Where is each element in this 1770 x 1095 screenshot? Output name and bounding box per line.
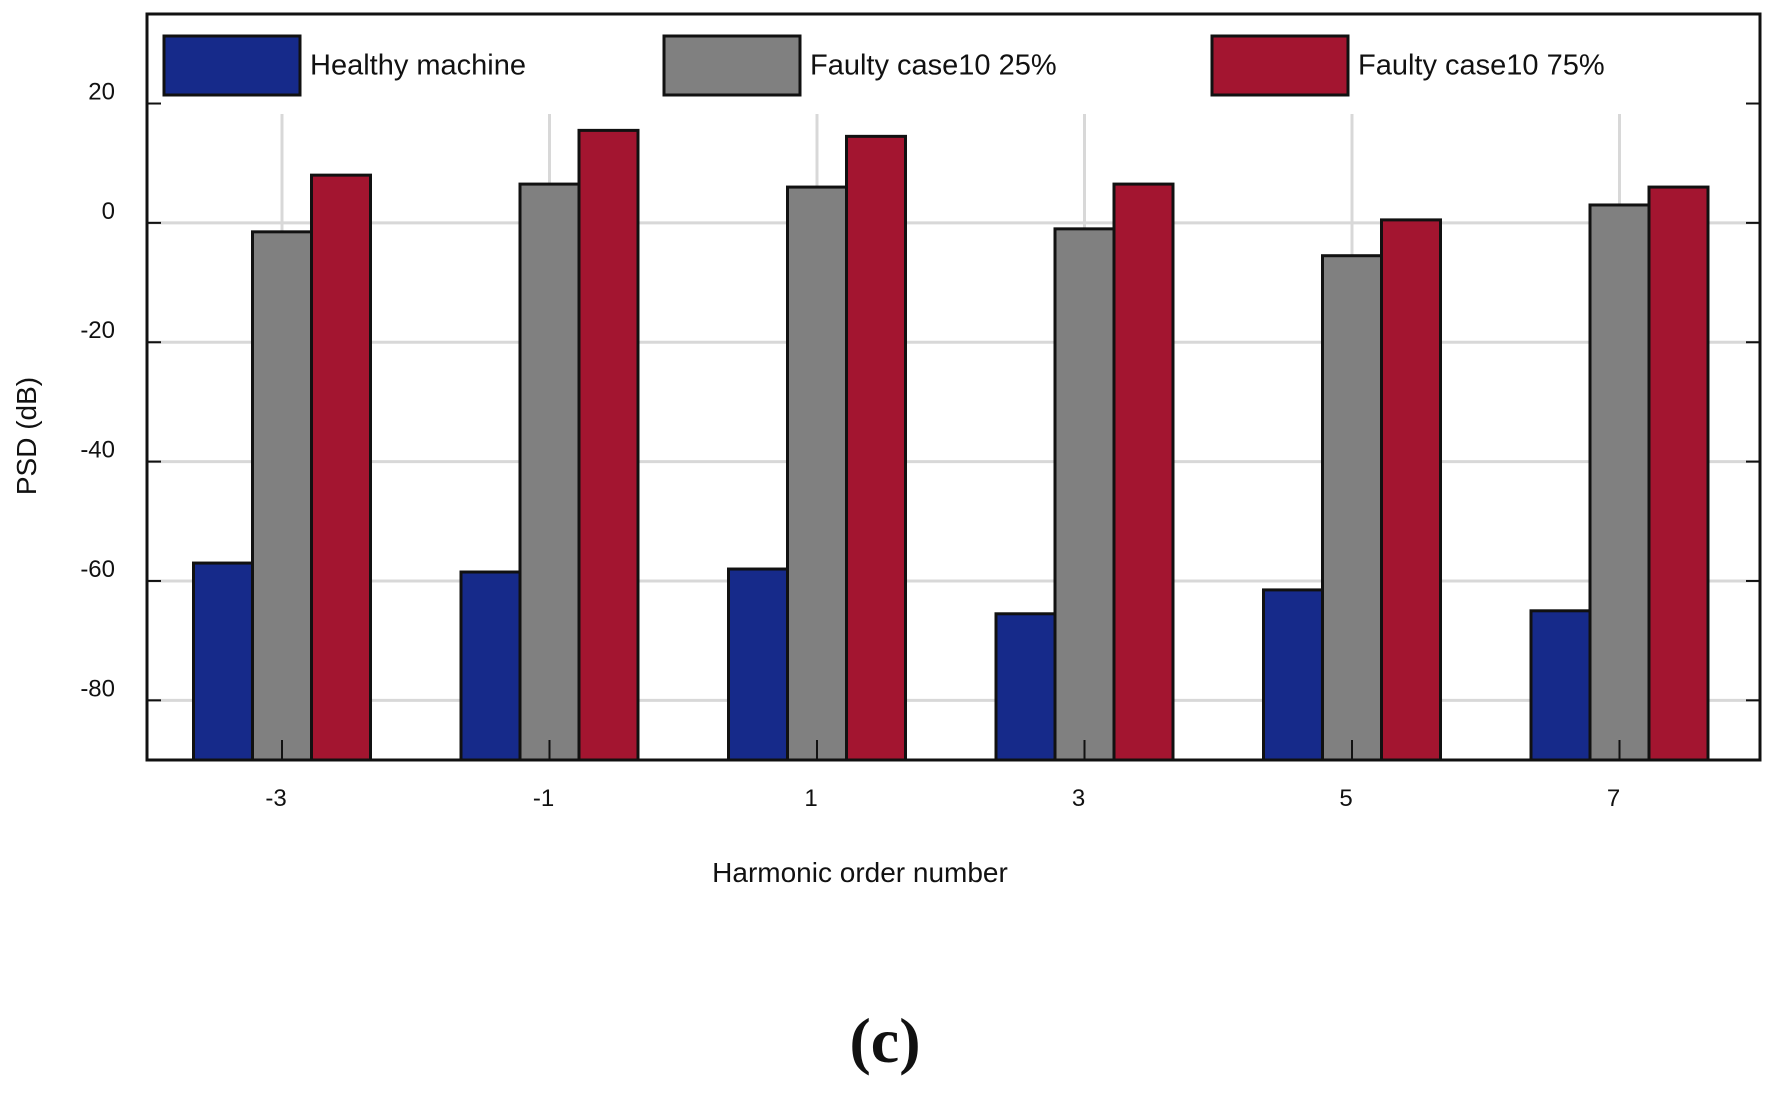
legend: Healthy machine Faulty case10 25% Faulty c… bbox=[162, 34, 1605, 97]
x-tick-label: 5 bbox=[1339, 785, 1352, 812]
bar-1-series-1 bbox=[727, 567, 789, 762]
bar-5-series-1 bbox=[1262, 588, 1324, 762]
x-tick-label: -3 bbox=[265, 785, 286, 812]
y-tick-label: 0 bbox=[102, 198, 115, 225]
bar--1-series-3 bbox=[577, 128, 640, 762]
bar-5-series-3 bbox=[1380, 218, 1442, 762]
legend-swatch-2 bbox=[662, 34, 802, 97]
bar--1-series-2 bbox=[518, 182, 581, 762]
legend-swatch-1 bbox=[162, 34, 302, 97]
bar--3-series-2 bbox=[251, 230, 313, 762]
y-tick-label: -60 bbox=[80, 556, 115, 583]
bar--1-series-1 bbox=[459, 570, 522, 762]
legend-label-2: Faulty case10 25% bbox=[810, 50, 1057, 82]
bar-1-series-3 bbox=[845, 134, 907, 762]
legend-swatch-3 bbox=[1210, 34, 1350, 97]
legend-label-1: Healthy machine bbox=[310, 50, 526, 82]
x-tick-label: 7 bbox=[1607, 785, 1620, 812]
bar-1-series-2 bbox=[786, 185, 848, 762]
x-tick-label: -1 bbox=[533, 785, 554, 812]
bar--3-series-1 bbox=[192, 561, 254, 762]
bar-5-series-2 bbox=[1321, 254, 1383, 762]
bar--3-series-3 bbox=[310, 173, 372, 762]
plot-frame bbox=[145, 12, 1762, 762]
legend-label-3: Faulty case10 75% bbox=[1358, 50, 1605, 82]
bar-3-series-3 bbox=[1112, 182, 1175, 762]
panel-label: (c) bbox=[849, 1005, 920, 1076]
bar-7-series-1 bbox=[1529, 609, 1592, 762]
bar-7-series-3 bbox=[1647, 185, 1710, 762]
y-tick-label: 20 bbox=[88, 79, 115, 106]
x-axis-label: Harmonic order number bbox=[712, 857, 1008, 888]
x-tick-label: 1 bbox=[804, 785, 817, 812]
bar-3-series-2 bbox=[1053, 227, 1116, 762]
y-tick-label: -40 bbox=[80, 437, 115, 464]
y-axis-label: PSD (dB) bbox=[11, 377, 42, 495]
y-tick-label: -80 bbox=[80, 675, 115, 702]
bar-3-series-1 bbox=[994, 612, 1057, 762]
axis-ticks: 20 0 -20 -40 -60 -80 -3 -1 1 3 5 7 bbox=[80, 79, 1760, 812]
bar-7-series-2 bbox=[1588, 203, 1651, 762]
bars bbox=[192, 128, 1710, 762]
x-tick-label: 3 bbox=[1072, 785, 1085, 812]
y-tick-label: -20 bbox=[80, 317, 115, 344]
